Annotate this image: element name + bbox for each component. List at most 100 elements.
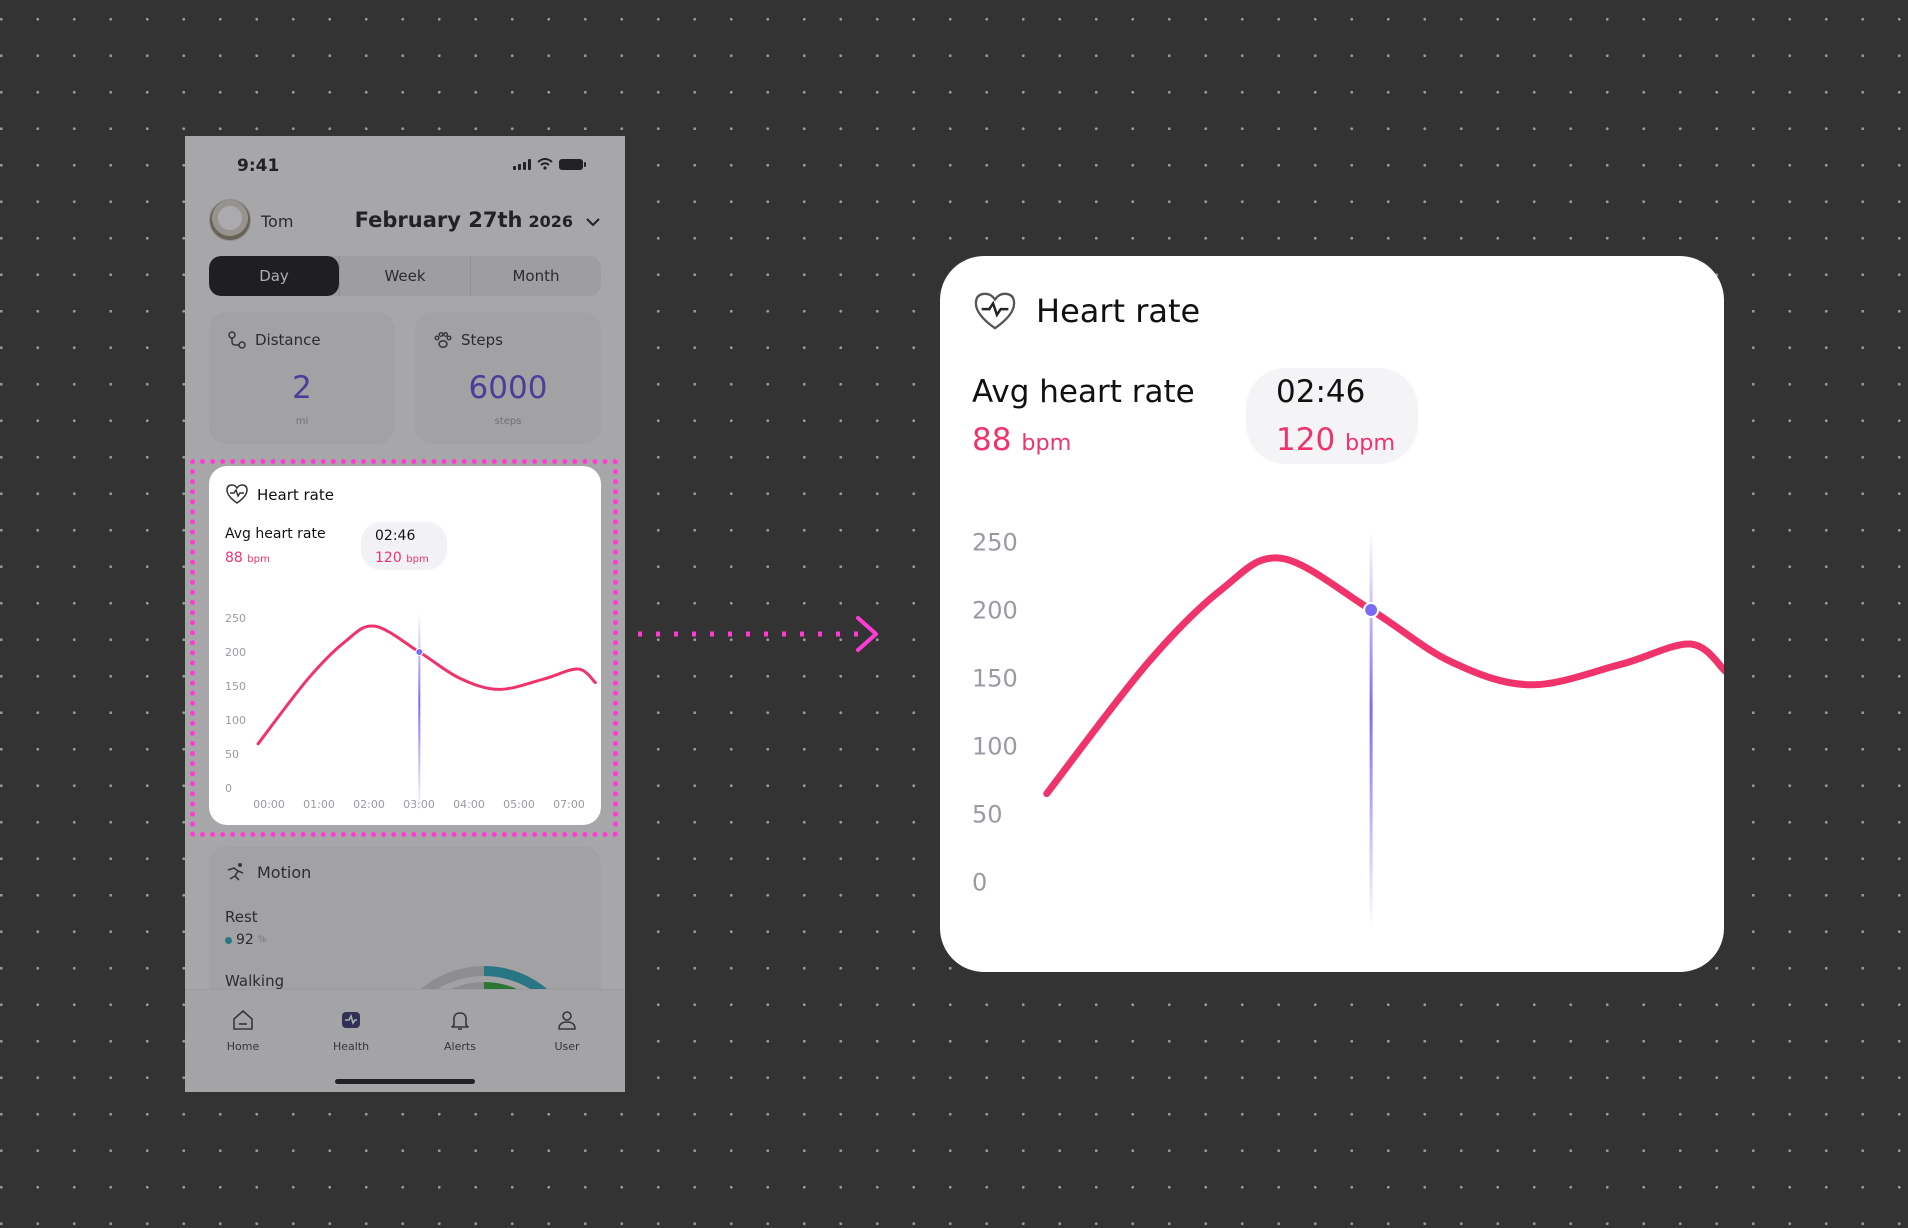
y-tick-label: 250 xyxy=(225,612,246,625)
heart-rate-card-small[interactable]: Heart rate Avg heart rate 88 bpm 02:46 1… xyxy=(209,466,601,825)
cursor-point[interactable] xyxy=(1363,601,1380,619)
nav-alerts[interactable]: Alerts xyxy=(420,1006,500,1053)
nav-home-label: Home xyxy=(226,1040,260,1053)
period-segmented-control: Day Week Month xyxy=(209,256,601,296)
steps-label: Steps xyxy=(461,331,503,349)
x-tick-label: 05:00 xyxy=(503,798,535,811)
heart-pulse-icon xyxy=(226,484,248,504)
steps-value: 6000 xyxy=(468,370,548,406)
x-tick-label: 00:00 xyxy=(253,798,285,811)
avg-heart-rate-label: Avg heart rate xyxy=(972,374,1195,410)
tooltip-time: 02:46 xyxy=(1276,374,1366,410)
bottom-nav: Home Health Alerts User xyxy=(185,989,625,1092)
avg-value: 88 xyxy=(225,550,243,566)
status-time: 9:41 xyxy=(237,156,280,176)
route-icon xyxy=(228,331,246,349)
tab-day[interactable]: Day xyxy=(209,256,339,296)
avg-heart-rate-label: Avg heart rate xyxy=(225,526,326,542)
avg-heart-rate-value: 88 bpm xyxy=(225,550,270,566)
y-tick-label: 50 xyxy=(972,800,1003,828)
x-tick-label: 01:00 xyxy=(303,798,335,811)
chart-tooltip: 02:46 120 bpm xyxy=(361,522,447,570)
steps-unit: steps xyxy=(494,416,522,427)
date-label: February 27th xyxy=(354,208,523,232)
distance-unit: mi xyxy=(295,416,309,427)
avg-value: 88 xyxy=(972,422,1012,458)
distance-header: Distance xyxy=(227,330,321,350)
nav-health[interactable]: Health xyxy=(311,1006,391,1053)
tooltip-time: 02:46 xyxy=(375,528,416,544)
battery-icon xyxy=(559,158,586,170)
rest-label: Rest xyxy=(225,908,258,926)
paw-icon xyxy=(434,332,452,348)
date-year: 2026 xyxy=(528,212,573,231)
date-picker[interactable]: February 27th 2026 xyxy=(355,208,601,232)
tooltip-bpm: 120 xyxy=(1276,422,1336,458)
distance-label: Distance xyxy=(255,331,321,349)
cellular-signal-icon xyxy=(513,158,531,170)
rest-unit: % xyxy=(257,935,267,945)
phone-screen: 9:41 Tom February 27th 2026 Day Week Mon… xyxy=(185,136,625,1092)
distance-value: 2 xyxy=(292,370,312,406)
cursor-point[interactable] xyxy=(415,647,424,657)
tooltip-unit: bpm xyxy=(406,554,429,565)
y-tick-label: 0 xyxy=(225,782,232,795)
nav-user[interactable]: User xyxy=(527,1006,607,1053)
heart-rate-chart[interactable]: 25020015010050000:0001:0002:0003:0004:00… xyxy=(940,484,1724,964)
x-tick-label: 07:00 xyxy=(553,798,585,811)
cursor-line xyxy=(418,612,421,812)
nav-alerts-label: Alerts xyxy=(444,1040,476,1053)
avg-heart-rate-value: 88 bpm xyxy=(972,422,1071,458)
profile-header: Tom February 27th 2026 xyxy=(209,199,601,241)
avatar[interactable] xyxy=(209,199,251,241)
y-tick-label: 100 xyxy=(225,714,246,727)
user-icon xyxy=(558,1011,576,1030)
running-icon xyxy=(227,863,244,881)
nav-home[interactable]: Home xyxy=(203,1006,283,1053)
rest-value-row: 92 % xyxy=(225,932,266,948)
walking-label: Walking xyxy=(225,972,285,990)
tab-month[interactable]: Month xyxy=(512,267,560,285)
y-tick-label: 50 xyxy=(225,748,239,761)
user-name: Tom xyxy=(261,212,294,231)
distance-card[interactable]: Distance 2 mi xyxy=(209,312,395,444)
y-tick-label: 200 xyxy=(972,596,1018,624)
y-tick-label: 200 xyxy=(225,646,246,659)
bell-icon xyxy=(451,1012,469,1030)
y-tick-label: 0 xyxy=(972,868,987,896)
steps-card[interactable]: Steps 6000 steps xyxy=(415,312,601,444)
cursor-line xyxy=(1369,530,1373,930)
home-icon xyxy=(233,1010,253,1030)
heart-rate-line xyxy=(256,624,597,746)
tooltip-unit: bpm xyxy=(1345,430,1396,456)
chart-tooltip: 02:46 120 bpm xyxy=(1246,368,1418,464)
heart-rate-title: Heart rate xyxy=(257,486,334,504)
heart-rate-chart-small[interactable]: 25020015010050000:0001:0002:0003:0004:00… xyxy=(209,586,601,816)
nav-health-label: Health xyxy=(332,1040,370,1053)
heart-pulse-icon xyxy=(974,292,1016,330)
motion-header: Motion xyxy=(225,862,311,882)
y-tick-label: 100 xyxy=(972,732,1018,760)
status-icons xyxy=(513,158,586,170)
chevron-down-icon xyxy=(586,218,600,227)
heart-rate-title: Heart rate xyxy=(1036,292,1201,330)
avg-unit: bpm xyxy=(1021,430,1072,456)
heart-rate-card-zoomed[interactable]: Heart rate Avg heart rate 88 bpm 02:46 1… xyxy=(940,256,1724,972)
wifi-icon xyxy=(537,158,553,170)
y-tick-label: 150 xyxy=(972,664,1018,692)
home-indicator xyxy=(335,1079,475,1084)
y-tick-label: 250 xyxy=(972,528,1018,556)
y-tick-label: 150 xyxy=(225,680,246,693)
nav-user-label: User xyxy=(554,1040,580,1053)
dotted-arrow xyxy=(638,616,878,652)
tooltip-bpm: 120 xyxy=(375,550,402,566)
heart-rate-line xyxy=(1043,554,1724,798)
arrow-head xyxy=(856,616,878,652)
tab-week[interactable]: Week xyxy=(339,256,471,296)
steps-header: Steps xyxy=(433,330,503,350)
tooltip-value: 120 bpm xyxy=(375,550,429,566)
motion-title: Motion xyxy=(257,862,312,882)
rest-color-dot xyxy=(225,936,232,944)
x-tick-label: 04:00 xyxy=(453,798,485,811)
status-bar: 9:41 xyxy=(185,136,625,192)
